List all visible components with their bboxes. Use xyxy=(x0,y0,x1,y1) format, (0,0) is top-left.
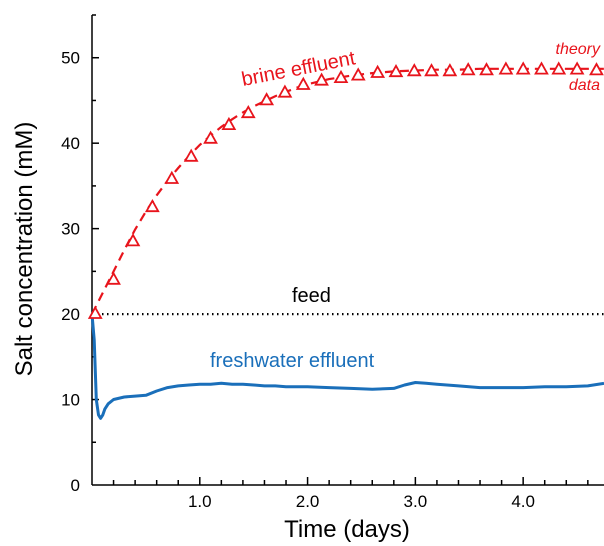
chart-axes xyxy=(91,15,604,486)
brine-data-point xyxy=(125,233,141,247)
brine-data-point xyxy=(106,271,121,285)
brine-data-point xyxy=(259,92,275,106)
annotation-brine-effluent: brine effluent xyxy=(240,47,358,91)
series-line-freshwater-effluent xyxy=(90,313,604,420)
x-tick-label: 1.0 xyxy=(188,492,212,511)
y-tick-label: 30 xyxy=(61,220,80,239)
brine-data-point xyxy=(370,64,386,78)
annotation-feed: feed xyxy=(292,285,331,307)
y-tick-label: 50 xyxy=(61,49,80,68)
brine-data-point xyxy=(406,63,422,77)
brine-data-point xyxy=(424,63,439,77)
y-tick-label: 10 xyxy=(61,391,80,410)
brine-data-point xyxy=(164,170,180,184)
brine-data-point xyxy=(183,148,199,162)
brine-data-point xyxy=(551,61,567,75)
brine-data-point xyxy=(221,116,237,130)
x-ticks: 1.0 2.0 3.0 4.0 xyxy=(112,477,589,511)
brine-data-point xyxy=(589,62,604,76)
annotation-theory: theory xyxy=(556,41,601,58)
series-layer xyxy=(87,61,604,420)
brine-data-point xyxy=(144,198,160,213)
brine-data-point xyxy=(350,67,366,81)
y-tick-label: 20 xyxy=(61,305,80,324)
brine-data-point xyxy=(498,61,514,75)
y-tick-label: 40 xyxy=(61,134,80,153)
brine-data-point xyxy=(515,61,531,75)
brine-data-point xyxy=(203,130,218,144)
brine-data-point xyxy=(240,104,256,119)
y-tick-label: 0 xyxy=(71,476,80,495)
annotation-freshwater-effluent: freshwater effluent xyxy=(210,350,375,372)
x-axis-title: Time (days) xyxy=(284,516,410,543)
brine-data-point xyxy=(295,76,311,90)
brine-data-point xyxy=(314,72,329,86)
x-tick-label: 3.0 xyxy=(404,492,428,511)
brine-data-point xyxy=(87,305,103,319)
brine-data-point xyxy=(479,62,494,76)
brine-data-point xyxy=(569,61,585,75)
brine-data-point xyxy=(534,61,549,75)
series-line-brine-theory xyxy=(91,67,604,315)
y-ticks: 0 10 20 30 40 50 xyxy=(61,14,99,495)
y-axis-title: Salt concentration (mM) xyxy=(11,122,38,377)
brine-data-point xyxy=(277,84,293,98)
brine-data-point xyxy=(388,63,404,78)
brine-data-point xyxy=(333,69,349,83)
brine-data-point xyxy=(442,63,458,77)
brine-data-point xyxy=(460,62,476,76)
x-tick-label: 2.0 xyxy=(296,492,320,511)
x-tick-label: 4.0 xyxy=(511,492,535,511)
annotation-data: data xyxy=(569,77,600,94)
